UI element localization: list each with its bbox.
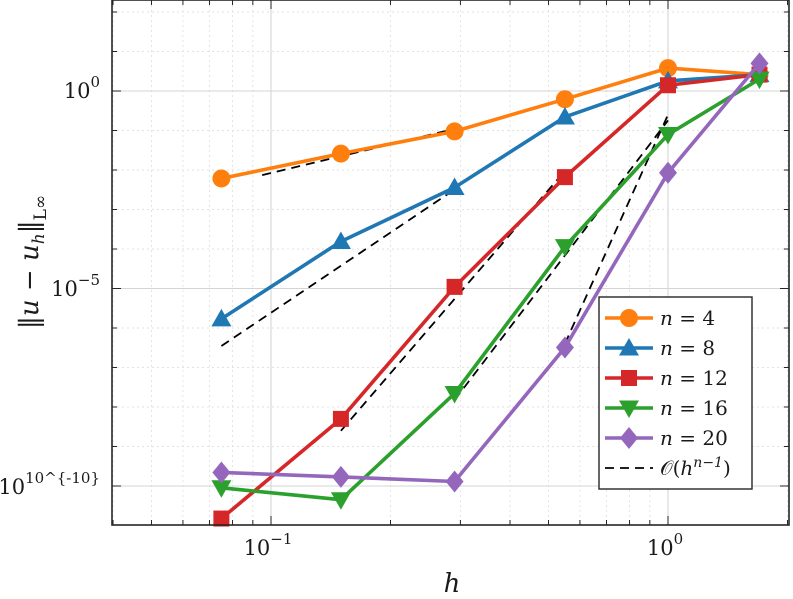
data-point xyxy=(331,144,350,163)
legend-marker xyxy=(620,427,638,449)
series-line xyxy=(220,72,760,520)
legend-marker xyxy=(619,400,639,418)
data-point xyxy=(555,336,574,359)
plot-area-frame xyxy=(111,0,790,526)
legend-label: n = 12 xyxy=(660,366,728,390)
data-point xyxy=(444,385,465,404)
legend-marker xyxy=(619,338,639,356)
legend-label: n = 16 xyxy=(660,396,728,420)
series-line xyxy=(221,77,761,502)
legend-marker xyxy=(621,370,637,386)
data-point xyxy=(658,127,678,145)
legend-label-reference: 𝒪(hn−1) xyxy=(660,455,731,480)
data-point xyxy=(555,90,574,109)
data-point xyxy=(212,169,231,188)
legend-entries: n = 4 n = 8 n = 12 n = 16 n = 20 𝒪(hn−1) xyxy=(605,306,731,480)
legend-marker xyxy=(620,309,638,327)
data-point xyxy=(660,77,676,94)
data-point xyxy=(749,71,770,90)
x-tick-label-1e-1: 10−1 xyxy=(244,530,293,560)
x-tick-label-1e0: 100 xyxy=(647,530,683,560)
legend-label: n = 4 xyxy=(660,306,715,330)
svg-text:‖u − uh‖L∞: ‖u − uh‖L∞ xyxy=(15,195,51,329)
data-point xyxy=(330,492,351,510)
data-point xyxy=(211,480,232,498)
y-axis-label: ‖u − uh‖L∞ xyxy=(15,195,51,329)
data-point xyxy=(446,278,463,295)
series-group xyxy=(211,52,770,527)
data-point xyxy=(213,510,230,527)
data-point xyxy=(330,231,351,249)
legend-box xyxy=(598,296,753,490)
legend: n = 4 n = 8 n = 12 n = 16 n = 20 𝒪(hn−1) xyxy=(598,296,753,490)
legend-label: n = 8 xyxy=(660,336,715,360)
series-line xyxy=(221,66,760,181)
data-point xyxy=(659,59,677,78)
reference-line-3 xyxy=(453,119,669,401)
legend-label: n = 20 xyxy=(660,426,728,450)
axis-ticks xyxy=(112,0,789,525)
data-point xyxy=(444,177,465,196)
data-point xyxy=(445,470,464,493)
x-axis-label: h xyxy=(444,569,461,599)
data-point xyxy=(659,161,677,184)
y-tick-label-1e-5: 10−5 xyxy=(51,271,100,301)
reference-line-1 xyxy=(220,188,456,347)
y-tick-label-1e0: 100 xyxy=(64,73,100,103)
data-point xyxy=(211,308,232,327)
reference-line-4 xyxy=(564,114,669,345)
series-line xyxy=(221,62,761,484)
data-point xyxy=(331,465,350,488)
data-point xyxy=(554,239,575,257)
data-point xyxy=(332,410,349,427)
series-n16 xyxy=(211,71,770,510)
y-tick-label-1e-10: 1010^{-10} xyxy=(0,469,100,499)
data-point xyxy=(212,461,231,484)
data-point xyxy=(556,169,573,186)
series-n8 xyxy=(211,64,770,327)
series-n20 xyxy=(212,52,769,493)
series-line xyxy=(220,72,760,321)
data-point xyxy=(554,106,575,125)
data-point xyxy=(750,52,769,75)
data-point xyxy=(445,122,464,141)
